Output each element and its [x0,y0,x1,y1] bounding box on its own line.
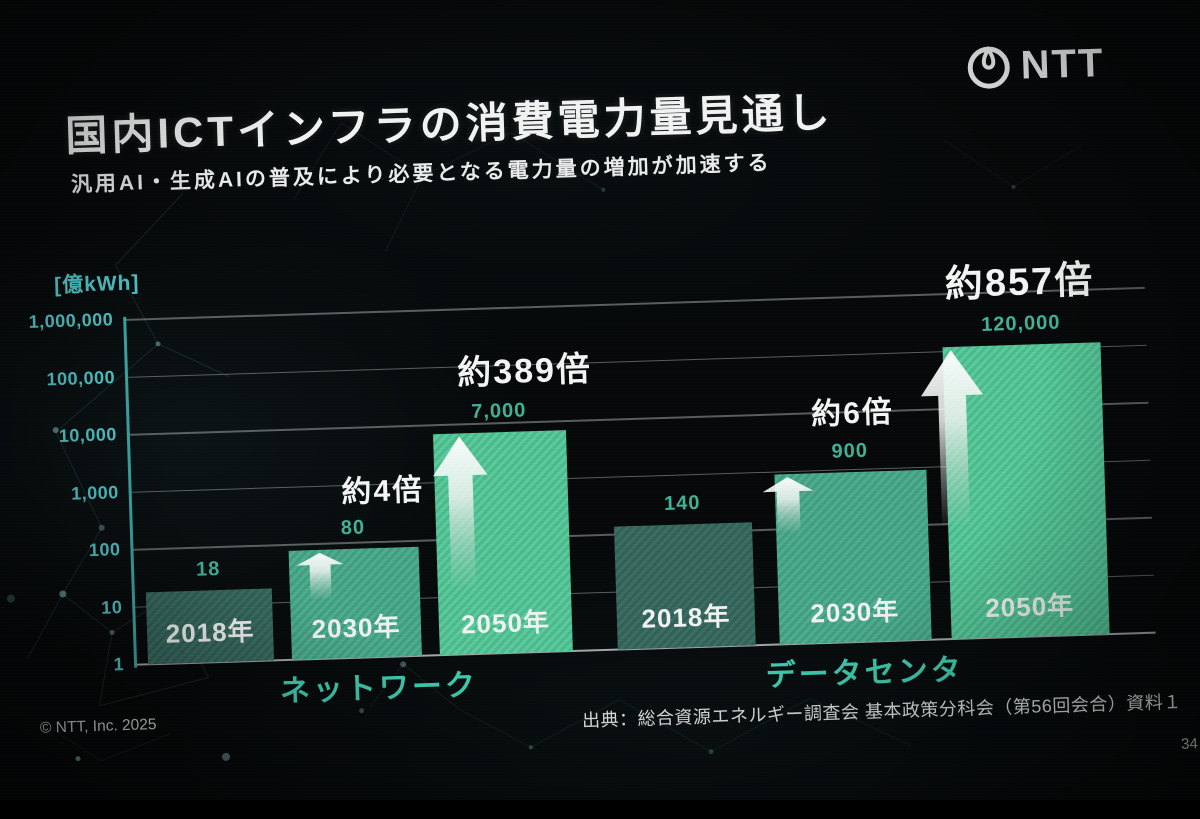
y-tick-label: 1 [113,654,125,675]
multiplier-label: 約857倍 [944,259,1095,307]
bar-year-label: 2030年 [311,611,401,645]
group-label-network: ネットワーク [279,668,479,709]
page-number: 34 [1180,735,1199,753]
bar-year-label: 2030年 [809,595,900,629]
copyright-notice: © NTT, Inc. 2025 [39,716,157,737]
multiplier-label: 約389倍 [456,350,593,393]
bar-value-label: 120,000 [980,311,1061,336]
y-tick-label: 1,000,000 [28,309,114,332]
y-axis-unit-label: [億kWh] [53,271,140,298]
bar-value-label: 80 [340,516,366,539]
group-label-datacenter: データセンタ [765,653,965,693]
growth-arrow-icon [430,435,493,587]
bar-value-label: 140 [663,491,701,515]
y-tick-label: 10 [100,596,123,618]
bar-year-label: 2050年 [460,606,551,640]
ntt-logo-text: NTT [1020,41,1106,88]
y-tick-label: 1,000 [70,481,119,504]
ntt-logo: NTT [965,40,1105,90]
y-tick-label: 100,000 [46,366,116,389]
bar-year-label: 2018年 [165,615,255,649]
bar-year-label: 2050年 [984,590,1075,623]
slide: 国内ICTインフラの消費電力量見通し 汎用AI・生成AIの普及により必要となる電… [0,0,1200,800]
bar-value-label: 7,000 [470,399,527,423]
y-tick-label: 10,000 [58,424,118,447]
ntt-dynamic-loop-icon [967,46,1010,89]
y-tick-label: 100 [88,539,121,561]
bar-year-label: 2018年 [641,601,731,634]
bar-value-label: 18 [195,557,221,581]
